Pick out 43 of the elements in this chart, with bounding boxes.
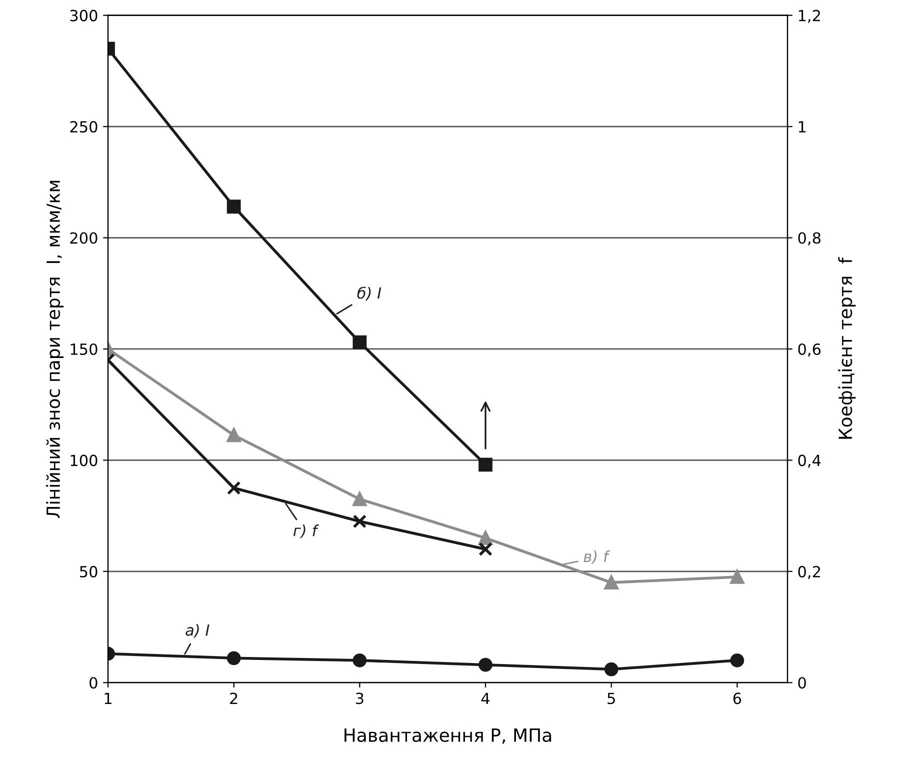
point (352, 514, 367, 528)
point (604, 576, 618, 590)
x-tick-label: 4 (481, 692, 490, 704)
y-tick-label: 0 (90, 677, 98, 689)
y-tick-label: 300 (70, 10, 98, 22)
point (226, 200, 241, 214)
point (352, 653, 367, 668)
x-tick-label: 5 (608, 692, 615, 704)
y2-tick-label: 1,2 (798, 10, 820, 23)
y2-tick-label: 0,2 (798, 566, 820, 579)
point (226, 651, 241, 666)
y-tick-label: 250 (70, 121, 98, 133)
y2-axis-title: Коефіцієнт тертя f (838, 257, 856, 439)
y-tick-label: 50 (80, 566, 98, 578)
point (226, 481, 241, 495)
y-axis-title: Лінійний знос пари тертя I, мкм/км (46, 180, 64, 518)
series-label: б) I (357, 286, 382, 301)
point (478, 458, 492, 472)
x-tick-label: 1 (104, 692, 112, 704)
y2-tick-label: 0,4 (798, 454, 821, 468)
y-tick-label: 100 (70, 454, 98, 466)
point (478, 531, 492, 545)
y2-tick-label: 0,6 (798, 343, 821, 357)
x-tick-label: 3 (356, 692, 364, 704)
x-tick-label: 6 (733, 692, 742, 704)
point (478, 658, 492, 672)
point (730, 570, 744, 584)
point (352, 492, 367, 506)
point (478, 542, 492, 556)
y2-tick-label: 0 (798, 677, 806, 689)
legend-label: в) f (584, 550, 610, 564)
y2-tick-label: 0,8 (798, 232, 820, 246)
y2-tick-label: 1 (798, 121, 806, 132)
point (226, 428, 241, 442)
y-tick-label: 150 (70, 343, 98, 356)
point (352, 335, 367, 350)
y-tick-label: 200 (70, 232, 98, 244)
point (730, 653, 744, 668)
x-tick-label: 2 (230, 692, 238, 704)
series-label: а) I (186, 624, 210, 638)
x-axis-title: Навантаження P, МПа (344, 728, 552, 744)
series-label: г) f (293, 524, 320, 538)
point (604, 662, 618, 676)
